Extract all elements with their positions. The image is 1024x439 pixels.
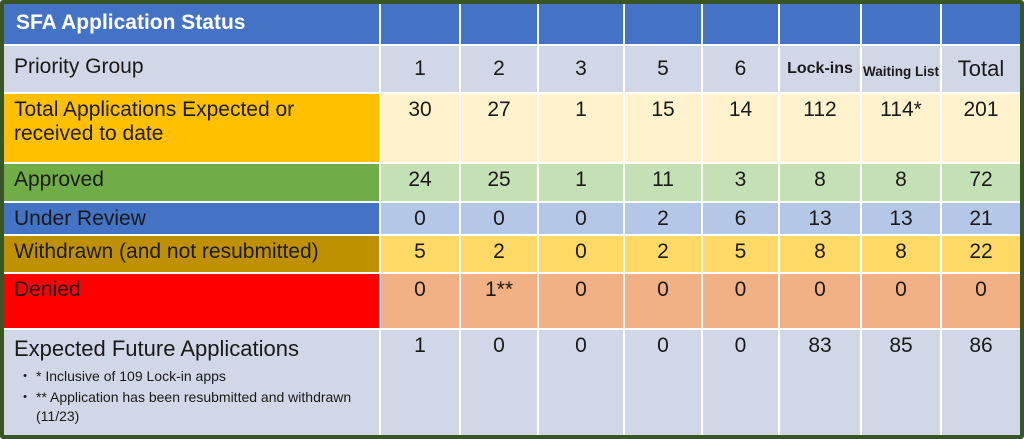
- cell-withdrawn-p2: 2: [461, 236, 537, 272]
- cell-approved-p6: 3: [703, 164, 778, 201]
- cell-denied-p6: 0: [703, 274, 778, 328]
- cell-withdrawn-p1: 5: [381, 236, 459, 272]
- title-row-spacer: [539, 4, 623, 44]
- cell-denied-total: 0: [942, 274, 1020, 328]
- cell-withdrawn-waiting-list: 8: [862, 236, 940, 272]
- cell-total-apps-lock-ins: 112: [780, 94, 860, 162]
- cell-denied-p5: 0: [625, 274, 701, 328]
- cell-approved-total: 72: [942, 164, 1020, 201]
- col-header-6: 6: [703, 46, 778, 92]
- cell-denied-p3: 0: [539, 274, 623, 328]
- cell-expected-p2: 0: [461, 330, 537, 435]
- cell-under-review-p3: 0: [539, 203, 623, 234]
- title-row-spacer: [862, 4, 940, 44]
- cell-expected-lock-ins: 83: [780, 330, 860, 435]
- bullet-icon: •: [23, 370, 27, 382]
- col-header-lock-ins: Lock-ins: [780, 46, 860, 92]
- cell-under-review-total: 21: [942, 203, 1020, 234]
- col-header-2: 2: [461, 46, 537, 92]
- table-title: SFA Application Status: [4, 4, 379, 44]
- title-row-spacer: [780, 4, 860, 44]
- cell-expected-p3: 0: [539, 330, 623, 435]
- cell-denied-p2: 1**: [461, 274, 537, 328]
- table-grid: SFA Application Status Priority Group 1 …: [4, 4, 1020, 435]
- cell-approved-p1: 24: [381, 164, 459, 201]
- cell-under-review-lock-ins: 13: [780, 203, 860, 234]
- row-label-denied: Denied: [4, 274, 379, 328]
- col-header-5: 5: [625, 46, 701, 92]
- cell-denied-p1: 0: [381, 274, 459, 328]
- cell-total-apps-p1: 30: [381, 94, 459, 162]
- title-row-spacer: [942, 4, 1020, 44]
- cell-withdrawn-total: 22: [942, 236, 1020, 272]
- col-header-1: 1: [381, 46, 459, 92]
- footnotes-list: • * Inclusive of 109 Lock-in apps • ** A…: [14, 366, 369, 428]
- cell-under-review-p5: 2: [625, 203, 701, 234]
- cell-total-apps-p2: 27: [461, 94, 537, 162]
- col-header-3: 3: [539, 46, 623, 92]
- cell-approved-p2: 25: [461, 164, 537, 201]
- cell-approved-p5: 11: [625, 164, 701, 201]
- cell-approved-lock-ins: 8: [780, 164, 860, 201]
- footnote-resubmitted: • ** Application has been resubmitted an…: [14, 388, 369, 427]
- col-header-waiting-list: Waiting List: [862, 46, 940, 92]
- cell-under-review-p2: 0: [461, 203, 537, 234]
- footnote-text: * Inclusive of 109 Lock-in apps: [36, 368, 226, 384]
- col-header-total: Total: [942, 46, 1020, 92]
- cell-total-apps-p6: 14: [703, 94, 778, 162]
- cell-total-apps-p3: 1: [539, 94, 623, 162]
- cell-withdrawn-p3: 0: [539, 236, 623, 272]
- row-label-under-review: Under Review: [4, 203, 379, 234]
- cell-under-review-p1: 0: [381, 203, 459, 234]
- footnote-text: ** Application has been resubmitted and …: [36, 388, 352, 425]
- cell-denied-lock-ins: 0: [780, 274, 860, 328]
- row-label-total-applications: Total Applications Expected or received …: [4, 94, 379, 162]
- expected-future-title: Expected Future Applications: [14, 336, 299, 361]
- cell-under-review-waiting-list: 13: [862, 203, 940, 234]
- cell-approved-waiting-list: 8: [862, 164, 940, 201]
- cell-expected-p1: 1: [381, 330, 459, 435]
- cell-withdrawn-p6: 5: [703, 236, 778, 272]
- cell-expected-waiting-list: 85: [862, 330, 940, 435]
- title-row-spacer: [625, 4, 701, 44]
- cell-expected-p6: 0: [703, 330, 778, 435]
- cell-total-apps-waiting-list: 114*: [862, 94, 940, 162]
- row-label-withdrawn: Withdrawn (and not resubmitted): [4, 236, 379, 272]
- title-row-spacer: [381, 4, 459, 44]
- cell-under-review-p6: 6: [703, 203, 778, 234]
- cell-expected-p5: 0: [625, 330, 701, 435]
- title-row-spacer: [703, 4, 778, 44]
- row-label-expected-future: Expected Future Applications • * Inclusi…: [4, 330, 379, 435]
- cell-total-apps-p5: 15: [625, 94, 701, 162]
- cell-approved-p3: 1: [539, 164, 623, 201]
- cell-denied-waiting-list: 0: [862, 274, 940, 328]
- bullet-icon: •: [23, 390, 27, 403]
- cell-total-apps-total: 201: [942, 94, 1020, 162]
- cell-withdrawn-p5: 2: [625, 236, 701, 272]
- row-label-approved: Approved: [4, 164, 379, 201]
- cell-withdrawn-lock-ins: 8: [780, 236, 860, 272]
- cell-expected-total: 86: [942, 330, 1020, 435]
- priority-group-label: Priority Group: [4, 46, 379, 92]
- title-row-spacer: [461, 4, 537, 44]
- footnote-lock-in-apps: • * Inclusive of 109 Lock-in apps: [14, 367, 369, 387]
